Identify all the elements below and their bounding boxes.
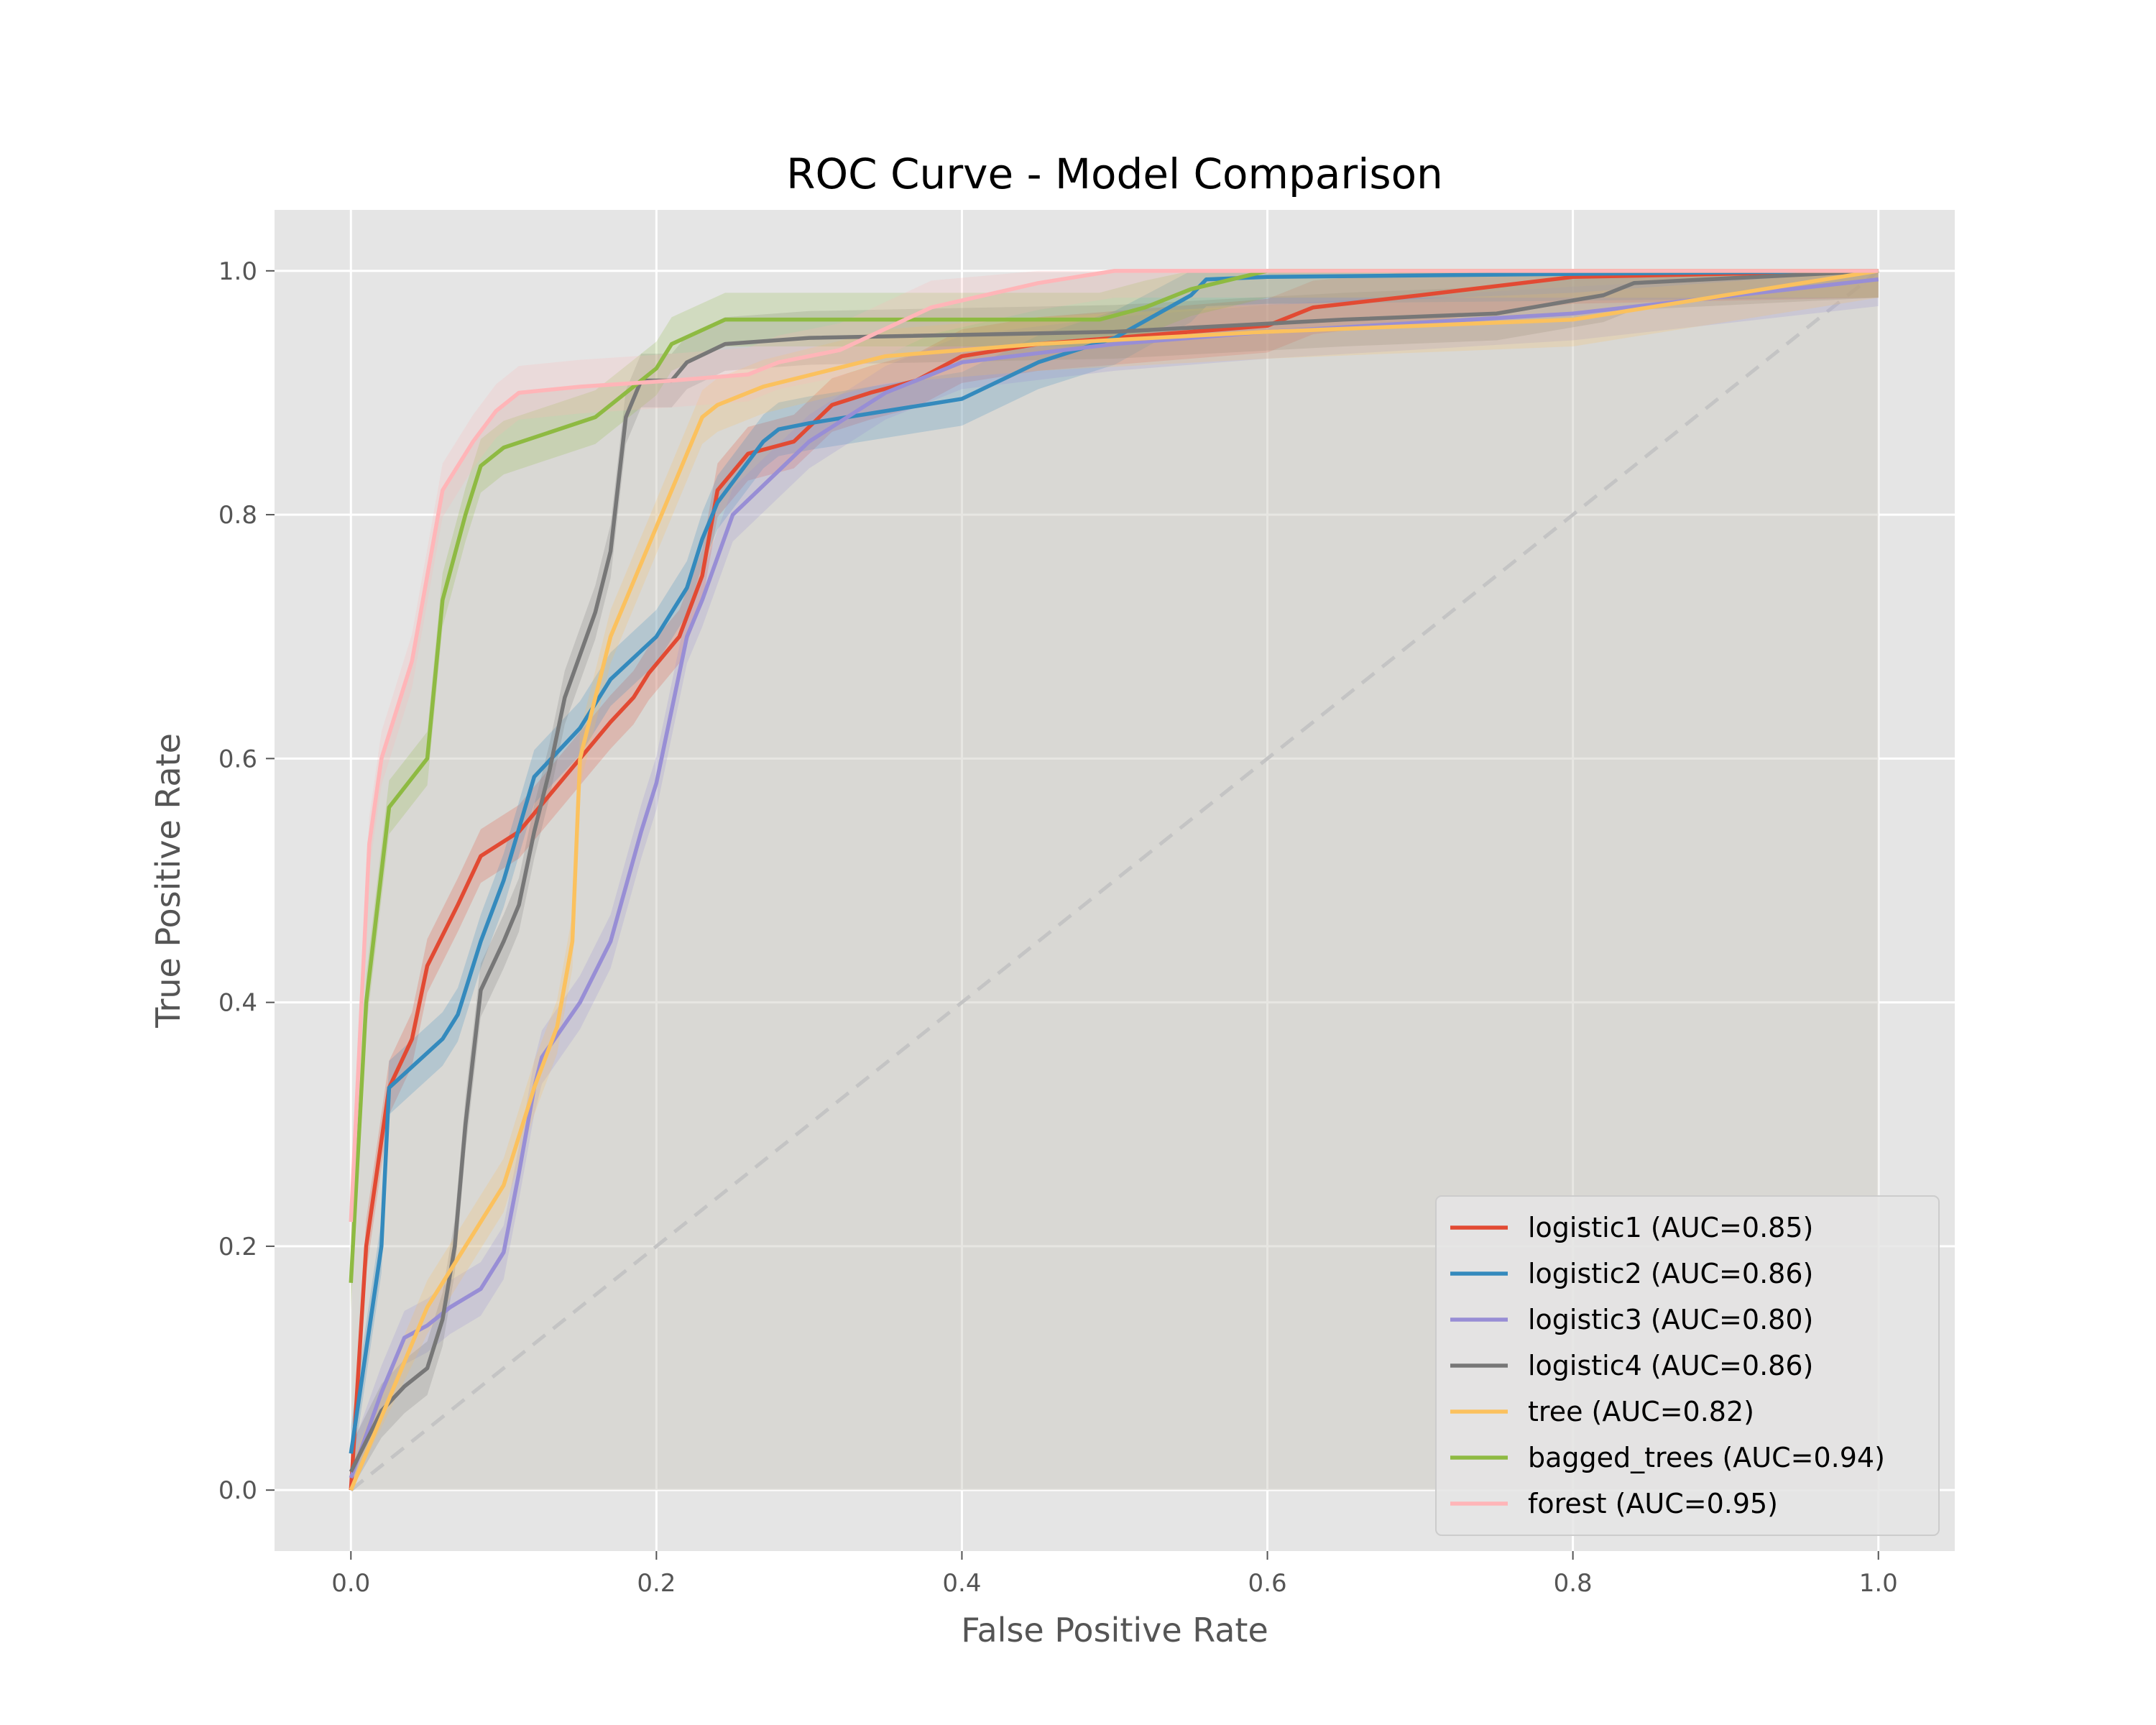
legend-box xyxy=(1435,1195,1940,1536)
chart-title: ROC Curve - Model Comparison xyxy=(786,150,1443,198)
y-tick-label: 0.8 xyxy=(218,501,257,530)
series-line-3 xyxy=(349,269,1879,1473)
y-tick-label: 0.6 xyxy=(218,745,257,773)
x-tick-label: 0.4 xyxy=(942,1569,981,1598)
legend-label-1: logistic2 (AUC=0.86) xyxy=(1528,1258,1813,1289)
legend-label-5: bagged_trees (AUC=0.94) xyxy=(1528,1442,1885,1473)
legend-label-4: tree (AUC=0.82) xyxy=(1528,1396,1754,1427)
x-tick-label: 0.8 xyxy=(1554,1569,1593,1598)
series-line-5 xyxy=(349,269,1879,1283)
legend: logistic1 (AUC=0.85) logistic2 (AUC=0.86)… xyxy=(1435,1195,1940,1536)
x-tick-label: 0.6 xyxy=(1248,1569,1287,1598)
x-axis-ticks: 0.0 0.2 0.4 0.6 0.8 1.0 xyxy=(331,1551,1898,1598)
series-line-0 xyxy=(349,269,1879,1491)
y-tick-label: 1.0 xyxy=(218,257,257,286)
series-line-4 xyxy=(349,269,1879,1491)
series-line-2 xyxy=(349,277,1879,1479)
x-axis-label: False Positive Rate xyxy=(961,1611,1268,1650)
x-tick-label: 0.0 xyxy=(331,1569,370,1598)
y-tick-label: 0.0 xyxy=(218,1476,257,1505)
legend-label-6: forest (AUC=0.95) xyxy=(1528,1488,1778,1519)
y-axis-ticks: 0.0 0.2 0.4 0.6 0.8 1.0 xyxy=(218,257,275,1505)
series-line-6 xyxy=(349,269,1879,1223)
series-line-1 xyxy=(349,269,1879,1454)
x-tick-label: 1.0 xyxy=(1859,1569,1898,1598)
legend-label-2: logistic3 (AUC=0.80) xyxy=(1528,1304,1813,1335)
legend-label-3: logistic4 (AUC=0.86) xyxy=(1528,1350,1813,1381)
auc-shaded-area xyxy=(351,270,1879,1491)
series-lines xyxy=(349,269,1879,1491)
legend-label-0: logistic1 (AUC=0.85) xyxy=(1528,1212,1813,1243)
x-tick-label: 0.2 xyxy=(637,1569,676,1598)
y-axis-label: True Positive Rate xyxy=(149,733,188,1029)
y-tick-label: 0.4 xyxy=(218,989,257,1018)
y-tick-label: 0.2 xyxy=(218,1233,257,1261)
chance-diagonal-line xyxy=(349,269,1880,1492)
